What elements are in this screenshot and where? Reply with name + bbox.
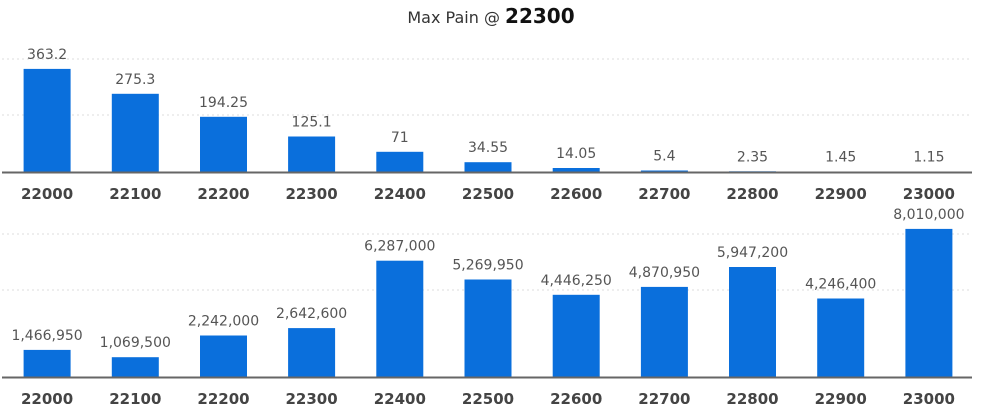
premium-bar-22500[interactable]: [464, 162, 512, 172]
oi-value-label: 2,642,600: [276, 306, 347, 322]
max-pain-strike: 22300: [505, 4, 575, 28]
oi-tick-label: 23000: [903, 390, 955, 408]
premium-tick-label: 23000: [903, 185, 955, 203]
oi-value-label: 4,870,950: [629, 265, 700, 281]
premium-tick-label: 22300: [286, 185, 338, 203]
oi-tick-label: 22700: [638, 390, 690, 408]
oi-bar-22200[interactable]: [200, 335, 247, 378]
oi-bar-22600[interactable]: [552, 294, 600, 377]
oi-value-label: 6,287,000: [364, 239, 435, 255]
oi-tick-label: 22300: [286, 390, 338, 408]
premium-tick-label: 22600: [550, 185, 602, 203]
oi-tick-label: 22000: [21, 390, 73, 408]
oi-tick-label: 22900: [815, 390, 867, 408]
premium-tick-label: 22100: [109, 185, 161, 203]
premium-value-label: 1.15: [913, 150, 944, 166]
premium-bar-22600[interactable]: [552, 168, 600, 172]
premium-value-label: 363.2: [27, 47, 67, 63]
premium-value-label: 2.35: [737, 149, 768, 165]
oi-bar-22700[interactable]: [640, 286, 688, 377]
oi-tick-label: 22100: [109, 390, 161, 408]
premium-bar-22700[interactable]: [640, 170, 688, 173]
oi-bar-22500[interactable]: [464, 279, 512, 378]
oi-value-label: 8,010,000: [893, 207, 964, 223]
oi-bar-22400[interactable]: [376, 260, 424, 377]
premium-value-label: 14.05: [556, 146, 596, 162]
oi-tick-label: 22200: [197, 390, 249, 408]
premium-tick-label: 22800: [726, 185, 778, 203]
oi-bar-23000[interactable]: [905, 228, 953, 377]
premium-value-label: 34.55: [468, 140, 508, 156]
premium-bar-22400[interactable]: [376, 151, 424, 172]
premium-tick-label: 22200: [197, 185, 249, 203]
oi-value-label: 1,069,500: [100, 335, 171, 351]
oi-value-label: 5,947,200: [717, 245, 788, 261]
oi-value-label: 4,446,250: [541, 273, 612, 289]
premium-bar-22200[interactable]: [200, 116, 247, 172]
premium-tick-label: 22700: [638, 185, 690, 203]
premium-bar-22100[interactable]: [111, 93, 159, 172]
premium-value-label: 194.25: [199, 95, 248, 111]
premium-tick-label: 22400: [374, 185, 426, 203]
oi-bar-22100[interactable]: [111, 357, 159, 377]
premium-tick-label: 22500: [462, 185, 514, 203]
chart-title: Max Pain @ 22300: [0, 4, 982, 28]
oi-bar-22900[interactable]: [817, 298, 865, 378]
premium-tick-label: 22900: [815, 185, 867, 203]
oi-value-label: 1,466,950: [11, 328, 82, 344]
oi-bar-22800[interactable]: [729, 267, 776, 377]
oi-tick-label: 22500: [462, 390, 514, 408]
oi-tick-label: 22400: [374, 390, 426, 408]
oi-value-label: 2,242,000: [188, 314, 259, 330]
oi-value-label: 4,246,400: [805, 277, 876, 293]
oi-bar-22000[interactable]: [23, 349, 71, 377]
open-interest-bar-chart: 1,466,950 22000 1,069,500 22100 2,242,000 222…: [2, 207, 972, 408]
premium-value-label: 275.3: [115, 72, 155, 88]
premium-value-label: 5.4: [653, 149, 675, 165]
premium-value-label: 125.1: [292, 115, 332, 131]
oi-tick-label: 22600: [550, 390, 602, 408]
title-prefix: Max Pain @: [407, 8, 506, 27]
premium-bar-22000[interactable]: [23, 68, 71, 172]
premium-bar-chart: 363.2 22000 275.3 22100 194.25 22200 125.1 2230…: [2, 47, 972, 203]
premium-value-label: 1.45: [825, 150, 856, 166]
premium-bar-22300[interactable]: [288, 136, 336, 173]
premium-value-label: 71: [391, 130, 409, 146]
oi-tick-label: 22800: [726, 390, 778, 408]
oi-value-label: 5,269,950: [452, 258, 523, 274]
premium-tick-label: 22000: [21, 185, 73, 203]
oi-bar-22300[interactable]: [288, 328, 336, 377]
